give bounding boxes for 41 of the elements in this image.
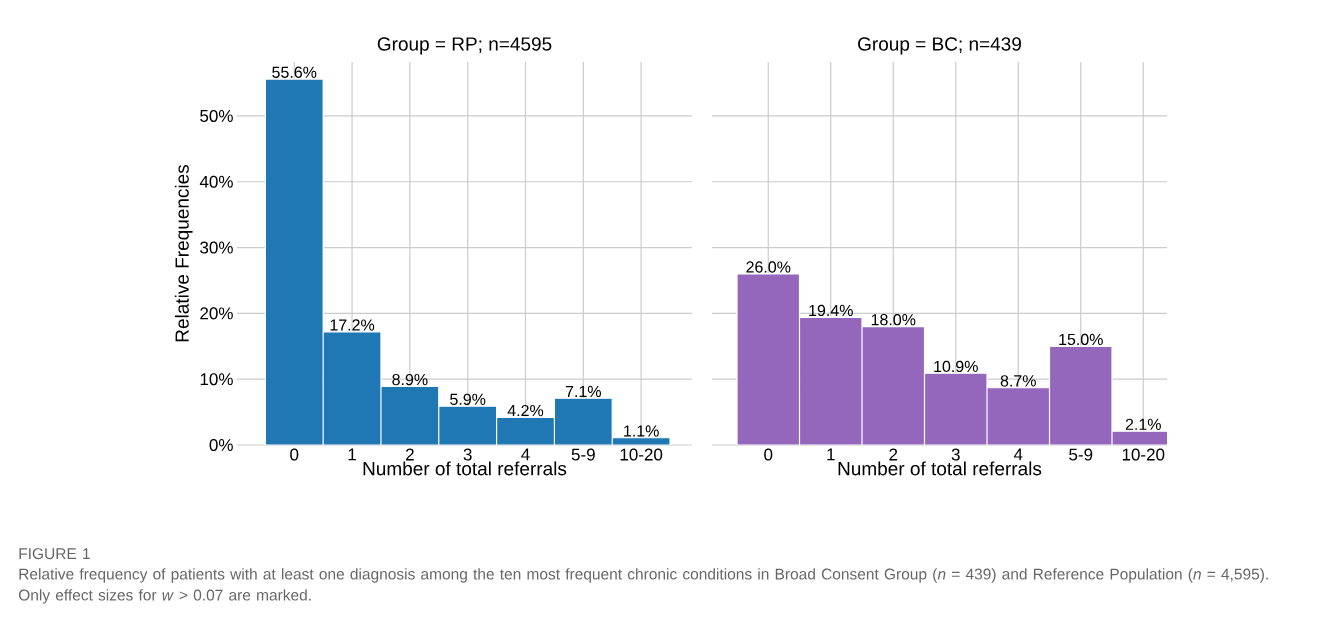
- data-label: 15.0%: [1059, 333, 1103, 346]
- x-tick-label: 0: [290, 448, 299, 461]
- data-label: 7.1%: [565, 385, 601, 398]
- x-tick-label: 1: [827, 448, 835, 461]
- data-label: 8.9%: [392, 373, 428, 386]
- data-label: 1.1%: [624, 425, 659, 437]
- x-tick-label: 4: [1013, 448, 1023, 461]
- y-tick-label: 30%: [200, 241, 233, 254]
- x-axis-title: Number of total referrals: [838, 461, 1042, 476]
- y-tick-label: 50%: [200, 109, 233, 122]
- x-tick-label: 10-20: [1122, 448, 1165, 461]
- data-label: 2.1%: [1125, 418, 1161, 430]
- y-tick-label: 0%: [209, 438, 233, 452]
- data-label: 19.4%: [809, 304, 853, 317]
- x-tick-label: 5-9: [1069, 448, 1093, 461]
- data-label: 5.9%: [450, 393, 486, 405]
- data-label: 8.7%: [1000, 375, 1036, 387]
- data-label: 18.0%: [871, 314, 916, 326]
- x-tick-label: 3: [951, 448, 960, 461]
- data-label: 4.2%: [507, 404, 544, 417]
- x-tick-label: 10-20: [620, 448, 663, 461]
- x-tick-label: 4: [521, 448, 530, 461]
- caption: FIGURE 1: [19, 548, 90, 560]
- x-tick-label: 0: [764, 448, 773, 461]
- x-tick-label: 3: [463, 448, 472, 461]
- x-tick-label: 2: [889, 448, 898, 461]
- x-tick-label: 2: [406, 448, 414, 461]
- y-tick-label: 40%: [199, 175, 233, 188]
- x-tick-label: 5-9: [571, 448, 595, 461]
- data-label: 26.0%: [746, 261, 791, 273]
- y-tick-label: 20%: [200, 307, 233, 320]
- x-tick-label: 1: [348, 448, 356, 461]
- chart-title: Group = BC; n=439: [858, 37, 1021, 55]
- y-tick-label: 10%: [200, 373, 233, 386]
- data-label: 10.9%: [934, 360, 978, 373]
- x-axis-title: Number of total referrals: [363, 461, 567, 476]
- y-axis-title: Relative Frequencies: [174, 164, 193, 342]
- data-label: 17.2%: [330, 319, 375, 331]
- chart-title: Group = RP; n=4595: [377, 37, 552, 55]
- text: Relative frequency of patients with at least one diagnosis among the ten most frequent chronic conditions in Broad Consent Group (n = 439) and Reference Population (n = 4,595). Only effect sizes for w > 0.07 are marked.: [18, 568, 1268, 604]
- data-label: 55.6%: [272, 66, 317, 78]
